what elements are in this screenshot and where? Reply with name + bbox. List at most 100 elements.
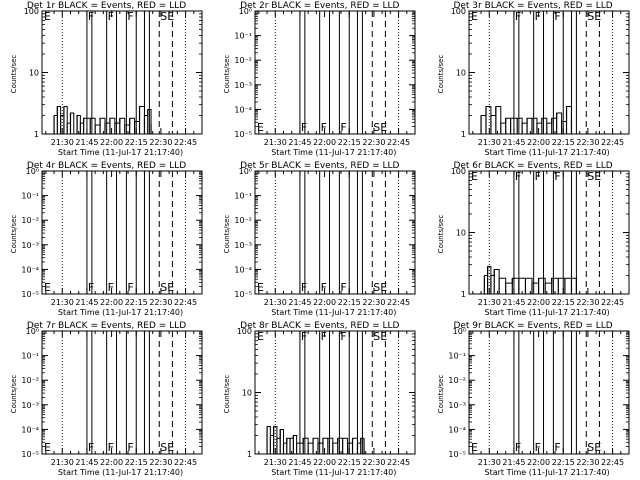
x-tick-label: 22:45	[174, 458, 197, 467]
detector-panel-6: Det 6r BLACK = Events, RED = LLD Start Ti…	[427, 160, 640, 320]
x-tick-label: 22:30	[363, 298, 386, 307]
x-tick-label: 21:45	[502, 458, 525, 467]
event-count-trace	[483, 266, 576, 284]
event-annotation: F	[301, 281, 307, 294]
x-axis-label: Start Time (11-Jul-17 21:17:40)	[271, 468, 397, 477]
y-tick-label: 1	[34, 130, 39, 139]
x-tick-label: 22:00	[100, 298, 123, 307]
x-tick-label: 22:15	[125, 458, 148, 467]
y-tick-label: 10	[455, 229, 465, 238]
event-annotation: S	[160, 441, 167, 454]
x-axis-label: Start Time (11-Jul-17 21:17:40)	[57, 468, 184, 477]
event-annotation: E	[167, 10, 174, 23]
y-tick-label: 10	[29, 69, 39, 78]
event-annotation: E	[471, 10, 478, 23]
event-annotation: F	[554, 170, 560, 183]
event-annotation: E	[167, 281, 174, 294]
event-annotation: E	[44, 281, 51, 294]
event-annotation: F	[108, 441, 114, 454]
plot-frame	[41, 170, 203, 295]
x-tick-label: 22:45	[174, 298, 197, 307]
chart-title: Det 9r BLACK = Events, RED = LLD	[453, 321, 613, 331]
x-tick-label: 22:30	[149, 458, 172, 467]
x-tick-label: 21:45	[75, 458, 98, 467]
plot-frame	[254, 330, 416, 455]
event-annotation: F	[341, 281, 347, 294]
event-annotation: F	[108, 10, 114, 23]
event-annotation: E	[381, 121, 388, 134]
event-annotation: F	[88, 441, 94, 454]
y-tick-label: 10⁻³	[235, 241, 253, 250]
y-tick-label: 10⁻²	[235, 216, 253, 225]
x-tick-label: 21:30	[264, 458, 287, 467]
y-tick-label: 10⁰	[239, 167, 252, 176]
event-annotation: E	[381, 330, 388, 343]
event-count-trace	[480, 106, 572, 124]
y-tick-label: 10⁻²	[448, 376, 466, 385]
detector-panel-5: Det 5r BLACK = Events, RED = LLD Start Ti…	[213, 160, 426, 320]
event-annotation: F	[341, 121, 347, 134]
x-tick-label: 21:30	[477, 298, 500, 307]
x-tick-label: 22:45	[387, 298, 410, 307]
chart-title: Det 5r BLACK = Events, RED = LLD	[240, 161, 400, 171]
x-tick-label: 22:30	[576, 298, 599, 307]
x-tick-label: 21:45	[289, 298, 312, 307]
y-tick-label: 10⁻¹	[448, 352, 466, 361]
y-tick-label: 10⁰	[239, 7, 252, 16]
y-tick-label: 10⁻¹	[21, 192, 39, 201]
x-tick-label: 22:30	[576, 458, 599, 467]
chart-title: Det 8r BLACK = Events, RED = LLD	[240, 321, 400, 331]
detector-panel-4: Det 4r BLACK = Events, RED = LLD Start Ti…	[0, 160, 213, 320]
event-annotation: F	[554, 10, 560, 23]
x-tick-label: 21:30	[51, 458, 74, 467]
y-tick-label: 10⁻⁴	[235, 265, 253, 274]
event-annotation: F	[301, 121, 307, 134]
event-annotation: F	[127, 441, 133, 454]
x-tick-label: 21:45	[75, 138, 98, 147]
event-annotation: S	[374, 281, 381, 294]
y-tick-label: 10⁻¹	[235, 32, 253, 41]
x-axis-label: Start Time (11-Jul-17 21:17:40)	[57, 308, 184, 317]
chart-title: Det 1r BLACK = Events, RED = LLD	[26, 1, 187, 11]
x-axis-label: Start Time (11-Jul-17 21:17:40)	[484, 308, 610, 317]
y-tick-label: 10⁰	[26, 167, 39, 176]
y-tick-label: 10⁻³	[235, 81, 253, 90]
x-tick-label: 21:30	[51, 138, 74, 147]
event-annotation: E	[594, 170, 601, 183]
y-tick-label: 10⁻⁵	[235, 290, 253, 299]
x-tick-label: 21:45	[502, 138, 525, 147]
event-annotation: F	[88, 281, 94, 294]
event-annotation: S	[374, 330, 381, 343]
x-tick-label: 22:45	[601, 458, 624, 467]
y-tick-label: 10⁻¹	[21, 352, 39, 361]
event-annotation: F	[127, 281, 133, 294]
x-tick-label: 22:00	[100, 138, 123, 147]
y-tick-label: 10⁰	[26, 327, 39, 336]
y-tick-label: 10⁻²	[21, 216, 39, 225]
event-annotation: E	[167, 441, 174, 454]
event-annotation: F	[554, 441, 560, 454]
event-annotation: F	[321, 281, 327, 294]
detector-panel-2: Det 2r BLACK = Events, RED = LLD Start Ti…	[213, 0, 426, 160]
x-tick-label: 22:30	[149, 298, 172, 307]
event-annotation: S	[160, 281, 167, 294]
x-tick-label: 22:30	[363, 458, 386, 467]
event-annotation: F	[515, 441, 521, 454]
y-tick-label: 100	[450, 7, 465, 16]
x-tick-label: 22:15	[125, 138, 148, 147]
chart-title: Det 3r BLACK = Events, RED = LLD	[453, 1, 613, 11]
x-tick-label: 22:30	[149, 138, 172, 147]
event-annotation: E	[594, 10, 601, 23]
y-tick-label: 10⁻¹	[235, 192, 253, 201]
chart-title: Det 2r BLACK = Events, RED = LLD	[240, 1, 400, 11]
y-tick-label: 100	[237, 327, 252, 336]
x-tick-label: 22:00	[313, 298, 336, 307]
event-annotation: F	[534, 441, 540, 454]
x-tick-label: 21:30	[477, 458, 500, 467]
plot-frame	[468, 330, 630, 455]
y-tick-label: 10⁻⁵	[448, 450, 466, 459]
